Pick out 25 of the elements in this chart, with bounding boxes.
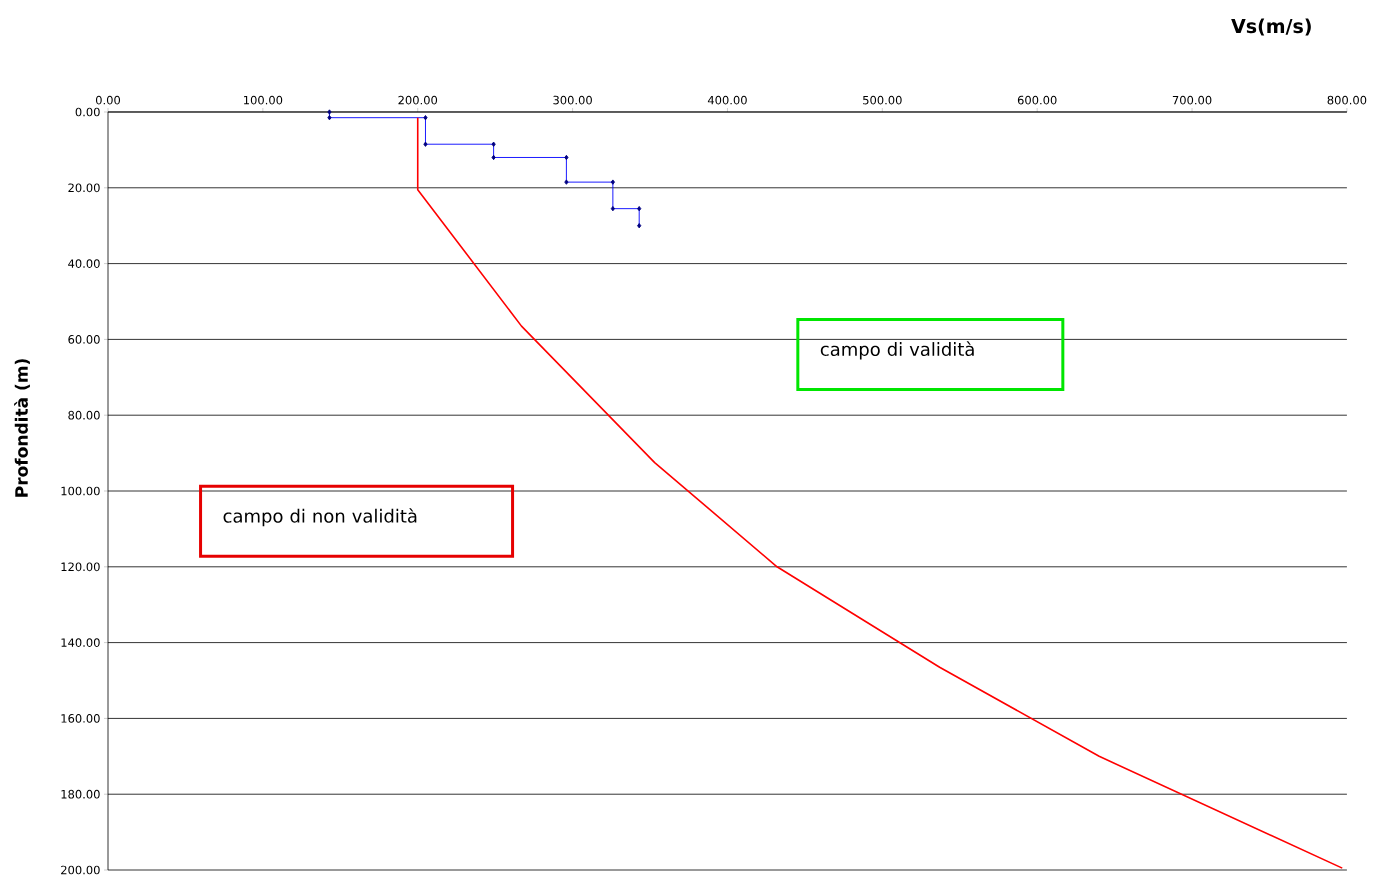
y-tick-label: 140.00 xyxy=(61,638,100,647)
x-tick-label: 500.00 xyxy=(863,95,902,105)
x-tick-label: 700.00 xyxy=(1172,95,1212,105)
y-tick-label: 40.00 xyxy=(68,259,100,268)
x-tick-label: 400.00 xyxy=(707,95,747,105)
y-tick-label: 100.00 xyxy=(61,486,100,496)
y-tick-label: 120.00 xyxy=(61,562,100,572)
y-tick-label: 200.00 xyxy=(61,865,100,875)
y-tick-label: 160.00 xyxy=(61,714,100,723)
x-tick-label: 200.00 xyxy=(398,95,438,105)
x-axis-title: Vs(m/s) xyxy=(1231,18,1311,36)
y-axis-title: Profondità (m) xyxy=(14,359,30,497)
x-tick-label: 0.00 xyxy=(95,95,121,105)
y-tick-label: 60.00 xyxy=(68,335,100,344)
x-tick-label: 800.00 xyxy=(1327,95,1367,105)
x-tick-label: 300.00 xyxy=(553,95,592,105)
y-tick-label: 180.00 xyxy=(61,789,100,799)
annotation: campo di non validità xyxy=(223,508,417,527)
x-tick-label: 600.00 xyxy=(1017,95,1057,105)
y-tick-label: 20.00 xyxy=(68,183,100,193)
annotation: campo di validità xyxy=(820,341,974,360)
line-series xyxy=(416,116,1344,869)
y-tick-label: 80.00 xyxy=(68,410,100,420)
x-tick-label: 100.00 xyxy=(244,95,283,105)
y-tick-label: 0.00 xyxy=(75,107,100,117)
